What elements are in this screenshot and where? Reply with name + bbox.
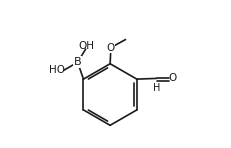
Text: H: H xyxy=(152,82,160,92)
Text: HO: HO xyxy=(49,65,65,75)
Text: O: O xyxy=(168,73,176,83)
Text: OH: OH xyxy=(78,41,94,52)
Text: B: B xyxy=(73,57,81,67)
Text: O: O xyxy=(106,43,114,53)
